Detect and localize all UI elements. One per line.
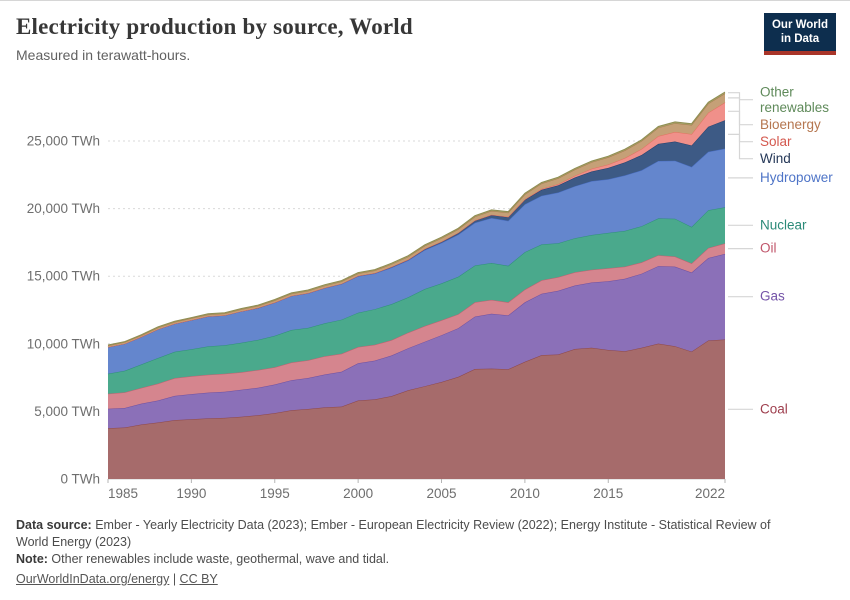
legend-connector-other-renewables	[728, 92, 753, 101]
y-tick-label-20000: 20,000 TWh	[27, 201, 100, 216]
x-tick-label-2015: 2015	[593, 486, 623, 501]
owid-logo-line2: in Data	[780, 33, 820, 46]
link-separator: |	[172, 572, 177, 586]
x-tick-label-1995: 1995	[260, 486, 290, 501]
legend-label-other-renewables[interactable]: Other renewables	[760, 85, 829, 116]
area-gas[interactable]	[108, 253, 725, 429]
line-other-renewables	[107, 91, 726, 346]
data-source-line: Data source: Ember - Yearly Electricity …	[16, 517, 800, 551]
legend-label-solar[interactable]: Solar	[760, 134, 792, 149]
area-hydropower[interactable]	[108, 148, 725, 374]
area-oil[interactable]	[108, 243, 725, 409]
note-line: Note: Other renewables include waste, ge…	[16, 551, 800, 568]
legend-label-hydropower[interactable]: Hydropower	[760, 170, 833, 185]
x-tick-label-2005: 2005	[426, 486, 456, 501]
area-coal[interactable]	[108, 339, 725, 480]
legend-label-wind[interactable]: Wind	[760, 151, 791, 166]
legend-label-oil[interactable]: Oil	[760, 241, 777, 256]
owid-energy-link[interactable]: OurWorldInData.org/energy	[16, 572, 170, 586]
legend-label-coal[interactable]: Coal	[760, 401, 788, 416]
legend-label-bioenergy[interactable]: Bioenergy	[760, 117, 821, 132]
legend-label-nuclear[interactable]: Nuclear	[760, 217, 807, 232]
cc-by-link[interactable]: CC BY	[179, 572, 218, 586]
legend-label-gas[interactable]: Gas	[760, 289, 785, 304]
legend-connector-solar	[728, 110, 753, 143]
y-tick-label-15000: 15,000 TWh	[27, 269, 100, 284]
data-source-label: Data source:	[16, 518, 92, 532]
x-tick-label-2000: 2000	[343, 486, 373, 501]
x-tick-label-1985: 1985	[108, 486, 138, 501]
owid-logo-line1: Our World	[771, 19, 828, 31]
owid-logo[interactable]: Our World in Data	[763, 13, 836, 55]
y-tick-label-10000: 10,000 TWh	[27, 336, 100, 351]
chart-subtitle: Measured in terawatt-hours.	[16, 47, 191, 63]
note-text: Other renewables include waste, geotherm…	[47, 552, 390, 566]
data-source-text: Ember - Yearly Electricity Data (2023); …	[16, 518, 771, 549]
page-title: Electricity production by source, World	[16, 14, 413, 39]
x-tick-label-2010: 2010	[510, 486, 540, 501]
y-tick-label-25000: 25,000 TWh	[27, 134, 100, 149]
stacked-area-chart: 0 TWh 5,000 TWh 10,000 TWh 15,000 TWh 20,000…	[27, 85, 834, 501]
chart-footer: Data source: Ember - Yearly Electricity …	[16, 517, 800, 588]
note-label: Note:	[16, 552, 48, 566]
area-nuclear[interactable]	[108, 207, 725, 394]
legend-connector-wind	[728, 133, 753, 160]
y-tick-label-5000: 5,000 TWh	[34, 404, 100, 419]
y-tick-label-0: 0 TWh	[60, 472, 100, 487]
footer-links: OurWorldInData.org/energy | CC BY	[16, 571, 800, 588]
x-tick-label-2022: 2022	[695, 486, 725, 501]
x-tick-label-1990: 1990	[176, 486, 206, 501]
